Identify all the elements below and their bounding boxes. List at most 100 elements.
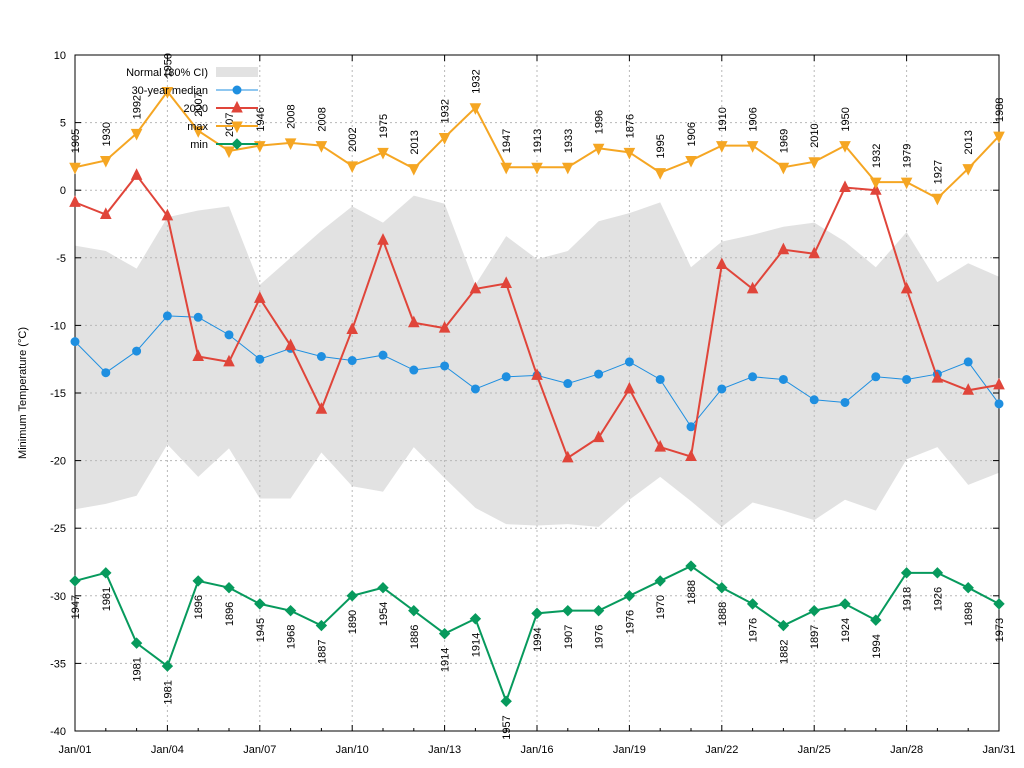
point-min	[284, 604, 297, 617]
point-2020	[715, 257, 728, 270]
point-30-year-median	[440, 361, 450, 371]
point-max	[500, 162, 513, 175]
point-2020	[346, 322, 359, 334]
year-label-max: 1950	[162, 53, 174, 77]
point-2020	[531, 368, 543, 380]
point-2020	[500, 276, 513, 288]
year-label-max: 1979	[902, 144, 914, 168]
year-label-min: 1890	[347, 610, 359, 634]
point-30-year-median	[132, 346, 142, 356]
point-max	[869, 177, 882, 190]
point-min	[685, 560, 697, 572]
point-min	[716, 581, 728, 594]
y-tick-label: 0	[60, 185, 66, 197]
point-2020	[253, 291, 266, 303]
year-label-max: 1906	[748, 107, 760, 131]
point-min	[223, 581, 235, 594]
point-max	[377, 147, 389, 160]
year-label-min: 1896	[224, 602, 236, 626]
series-layer	[69, 87, 1005, 707]
x-tick-label: Jan/01	[58, 744, 91, 756]
point-min	[623, 590, 636, 602]
point-30-year-median	[255, 354, 265, 364]
point-30-year-median	[963, 357, 973, 367]
point-2020	[808, 246, 821, 259]
x-tick-label: Jan/25	[798, 744, 831, 756]
point-min	[870, 614, 882, 626]
year-label-min: 1897	[809, 625, 821, 649]
legend-swatch-marker	[232, 85, 242, 95]
point-min	[654, 575, 666, 587]
point-2020	[561, 450, 574, 463]
point-30-year-median	[378, 350, 388, 360]
year-label-max: 2008	[286, 104, 298, 128]
y-tick-label: 10	[54, 50, 66, 62]
point-max	[130, 128, 143, 141]
year-label-min: 1886	[409, 625, 421, 649]
legend-swatch-band	[216, 67, 258, 77]
y-tick-label: -25	[50, 523, 66, 535]
point-30-year-median	[655, 374, 665, 384]
year-label-min: 1945	[255, 618, 267, 642]
point-max	[469, 103, 482, 115]
point-30-year-median	[470, 384, 480, 394]
year-label-min: 1981	[132, 657, 144, 681]
point-2020	[223, 354, 235, 367]
point-max	[438, 132, 451, 145]
point-max	[900, 177, 913, 190]
year-label-max: 1876	[624, 114, 636, 138]
point-30-year-median	[501, 372, 511, 382]
legend-swatch-marker	[231, 121, 243, 134]
point-30-year-median	[809, 395, 819, 405]
year-label-min: 1976	[748, 618, 760, 642]
year-label-min: 1896	[193, 595, 205, 619]
point-max	[746, 141, 759, 153]
point-max	[99, 155, 112, 168]
y-tick-label: -35	[50, 658, 66, 670]
point-max	[592, 143, 605, 156]
year-label-max: 2007	[224, 113, 236, 137]
year-label-max: 1910	[717, 107, 729, 131]
year-label-min: 1981	[162, 680, 174, 704]
point-2020	[592, 430, 605, 443]
x-tick-label: Jan/10	[336, 744, 369, 756]
point-max	[192, 126, 205, 138]
year-label-min: 1976	[624, 610, 636, 634]
point-30-year-median	[624, 357, 634, 367]
point-2020	[407, 315, 420, 328]
point-30-year-median	[347, 356, 357, 366]
point-2020	[746, 281, 759, 294]
point-max	[407, 164, 420, 176]
point-max	[315, 141, 328, 153]
year-label-min: 1924	[840, 618, 852, 642]
point-min	[839, 598, 851, 610]
year-label-max: 1975	[378, 114, 390, 138]
year-label-max: 2008	[316, 107, 328, 131]
year-label-max: 1992	[132, 95, 144, 119]
year-label-min: 1888	[686, 580, 698, 604]
year-label-min: 1994	[532, 627, 544, 651]
year-label-max: 1988	[994, 98, 1006, 122]
point-max	[284, 138, 297, 150]
year-label-layer: 1905 1930 1992 1950 2007 2007 1946 2008 2008 2002…	[70, 53, 1006, 740]
legend: Normal (80% CI) 30-year median 2020 max min	[126, 67, 258, 151]
point-30-year-median	[101, 368, 111, 378]
point-min	[254, 598, 266, 610]
year-label-min: 1926	[932, 587, 944, 611]
point-30-year-median	[717, 384, 727, 394]
legend-label: 2020	[184, 103, 208, 115]
point-max	[993, 131, 1005, 144]
point-2020	[469, 281, 482, 294]
point-2020	[623, 381, 636, 394]
point-max	[777, 162, 790, 175]
point-max	[531, 162, 543, 175]
legend-label: min	[190, 139, 208, 151]
year-label-min: 1898	[963, 602, 975, 626]
point-30-year-median	[686, 422, 696, 432]
year-label-min: 1981	[101, 587, 113, 611]
year-label-max: 2002	[347, 127, 359, 151]
year-label-min: 1994	[871, 634, 883, 658]
year-label-min: 1888	[717, 602, 729, 626]
year-label-min: 1968	[286, 625, 298, 649]
point-2020	[99, 207, 112, 220]
